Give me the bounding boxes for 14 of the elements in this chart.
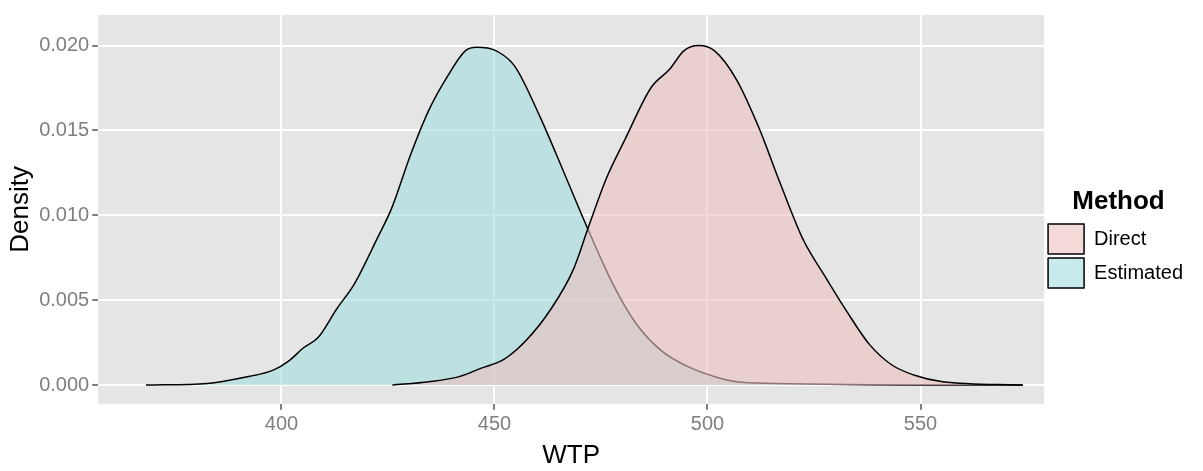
y-tick-label: 0.010	[39, 202, 90, 225]
legend-title: Method	[1072, 185, 1165, 216]
x-tick-label: 500	[690, 412, 725, 435]
y-tick-label: 0.000	[39, 372, 90, 395]
legend-label: Estimated	[1094, 260, 1184, 283]
x-axis-title: WTP	[542, 438, 601, 469]
y-tick-label: 0.020	[39, 33, 90, 56]
x-tick-label: 400	[264, 412, 299, 435]
y-tick-label: 0.005	[39, 287, 90, 310]
y-axis-title: Density	[3, 166, 34, 253]
y-tick-label: 0.015	[39, 117, 90, 140]
x-tick-label: 450	[477, 412, 512, 435]
x-tick-label: 550	[903, 412, 938, 435]
legend-label: Direct	[1094, 226, 1147, 249]
